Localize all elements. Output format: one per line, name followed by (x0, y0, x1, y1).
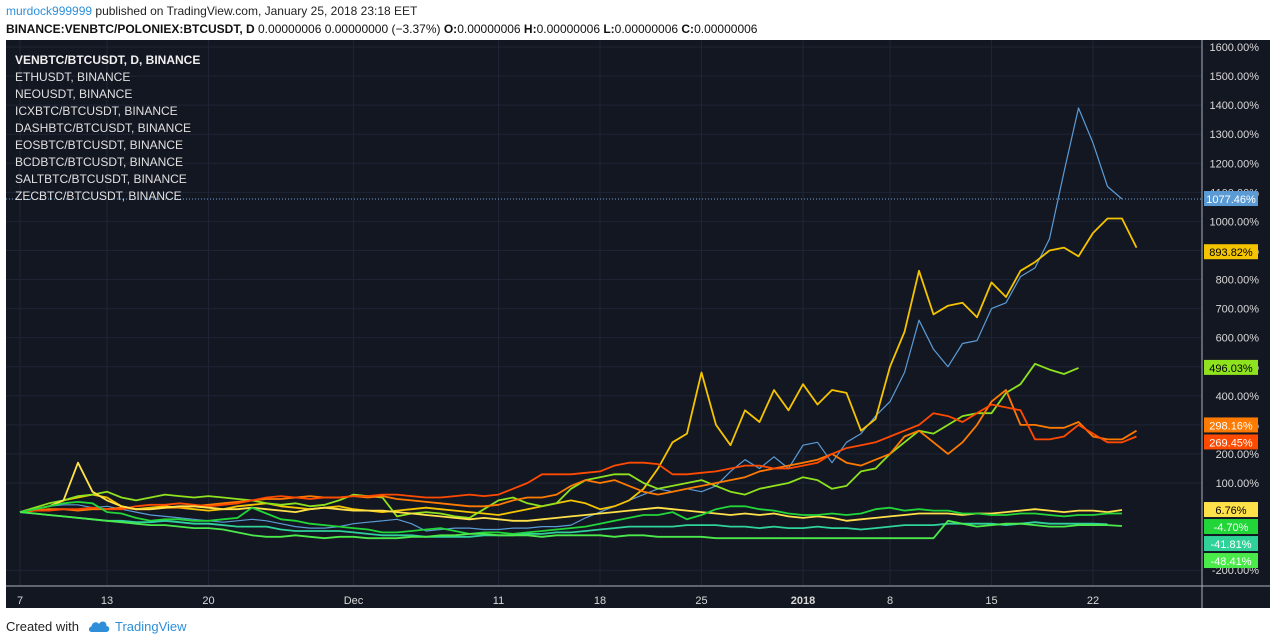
legend-item: EOSBTC/BTCUSDT, BINANCE (15, 138, 183, 152)
legend-item: BCDBTC/BTCUSDT, BINANCE (15, 155, 183, 169)
series-line-5 (19, 461, 1123, 522)
symbol-name: BINANCE:VENBTC/POLONIEX:BTCUSDT, D (6, 22, 255, 36)
y-tick-label: 100.00% (1216, 478, 1260, 490)
ohlc-open-key: O: (443, 22, 458, 36)
legend-item: VENBTC/BTCUSDT, D, BINANCE (15, 53, 200, 67)
legend-item: ZECBTC/BTCUSDT, BINANCE (15, 189, 182, 203)
legend-item: ICXBTC/BTCUSDT, BINANCE (15, 104, 178, 118)
series-line-4 (19, 403, 1137, 513)
y-tick-label: -200.00% (1212, 565, 1259, 577)
last-value-badge-text: -41.81% (1211, 539, 1252, 551)
last-value-badge-text: 893.82% (1209, 247, 1253, 259)
x-tick-label: 13 (101, 595, 113, 607)
last-value-badge-5: 6.76% (1204, 502, 1258, 518)
series-line-2 (19, 362, 1079, 519)
y-tick-label: 1500.00% (1209, 71, 1259, 83)
last-value-badge-bg (1204, 191, 1258, 207)
legend-item: SALTBTC/BTCUSDT, BINANCE (15, 172, 187, 186)
last-value-badge-text: 6.76% (1215, 505, 1246, 517)
last-value-badge-8: -48.41% (1204, 553, 1258, 569)
author-link[interactable]: murdock999999 (6, 4, 93, 18)
ohlc-close-value: 0.00000006 (694, 22, 758, 36)
y-tick-label: 1200.00% (1209, 158, 1259, 170)
y-tick-label: 1000.00% (1209, 216, 1259, 228)
y-tick-label: 1300.00% (1209, 129, 1259, 141)
symbol-info-line: BINANCE:VENBTC/POLONIEX:BTCUSDT, D 0.000… (6, 22, 757, 36)
series-line-1 (19, 217, 1138, 516)
y-tick-label: 1600.00% (1209, 42, 1259, 54)
last-value-badge-6: -4.70% (1204, 519, 1258, 535)
last-value-badge-text: 298.16% (1209, 420, 1253, 432)
x-tick-label: 11 (493, 595, 504, 607)
last-value-badge-4: 269.45% (1204, 434, 1258, 450)
y-tick-label: 1400.00% (1209, 100, 1259, 112)
x-tick-label: 2018 (791, 595, 815, 607)
series-line-8 (19, 511, 1123, 540)
tradingview-cloud-icon (87, 619, 111, 636)
last-value-badge-3: 298.16% (1204, 417, 1258, 433)
legend-item: ETHUSDT, BINANCE (15, 70, 130, 84)
legend-item: DASHBTC/BTCUSDT, BINANCE (15, 121, 191, 135)
last-value-badge-text: 1077.46% (1206, 194, 1256, 206)
created-with-text: Created with (6, 619, 79, 634)
tradingview-link[interactable]: TradingView (114, 619, 187, 634)
last-value-badge-bg (1204, 536, 1258, 552)
last-value-badge-bg (1204, 553, 1258, 569)
y-tick-label: 200.00% (1216, 449, 1260, 461)
x-tick-label: 8 (887, 595, 893, 607)
ohlc-open-value: 0.00000006 (457, 22, 524, 36)
last-value-badge-text: 269.45% (1209, 437, 1253, 449)
last-value-badge-1: 893.82% (1204, 244, 1258, 260)
legend-item: NEOUSDT, BINANCE (15, 87, 132, 101)
last-value-badge-text: -4.70% (1214, 522, 1249, 534)
y-tick-label: 700.00% (1216, 304, 1260, 316)
series-line-6 (19, 500, 1122, 535)
ohlc-low-key: L: (603, 22, 615, 36)
series-line-3 (19, 389, 1137, 513)
last-value-badge-bg (1204, 417, 1258, 433)
y-tick-label: 800.00% (1216, 275, 1260, 287)
y-tick-label: 400.00% (1216, 391, 1260, 403)
comparison-chart[interactable]: -200.00%100.00%200.00%300.00%400.00%500.… (0, 40, 1270, 608)
symbol-values: 0.00000006 0.00000000 (−3.37%) (254, 22, 444, 36)
last-value-badge-bg (1204, 359, 1258, 375)
footer: Created with TradingView (6, 619, 187, 636)
x-tick-label: 18 (594, 595, 606, 607)
last-value-badge-bg (1204, 502, 1258, 518)
x-tick-label: 15 (985, 595, 997, 607)
last-value-badge-7: -41.81% (1204, 536, 1258, 552)
last-value-badge-bg (1204, 244, 1258, 260)
publication-line: murdock999999 published on TradingView.c… (6, 4, 417, 18)
last-value-badge-0: 1077.46% (1204, 191, 1258, 207)
x-tick-label: 7 (17, 595, 23, 607)
last-value-badge-text: -48.41% (1211, 556, 1252, 568)
last-value-badge-text: 496.03% (1209, 363, 1253, 375)
x-tick-label: 22 (1087, 595, 1099, 607)
chart-background (6, 40, 1270, 608)
last-value-badge-2: 496.03% (1204, 359, 1258, 375)
published-text: published on TradingView.com, January 25… (92, 4, 418, 18)
x-tick-label: 20 (202, 595, 214, 607)
y-tick-label: 600.00% (1216, 333, 1260, 345)
x-tick-label: 25 (695, 595, 707, 607)
x-tick-label: Dec (344, 595, 364, 607)
last-value-badge-bg (1204, 434, 1258, 450)
ohlc-high-value: 0.00000006 (536, 22, 604, 36)
ohlc-low-value: 0.00000006 (614, 22, 682, 36)
ohlc-close-key: C: (681, 22, 695, 36)
ohlc-high-key: H: (523, 22, 537, 36)
last-value-badge-bg (1204, 519, 1258, 535)
series-line-7 (19, 511, 1108, 538)
